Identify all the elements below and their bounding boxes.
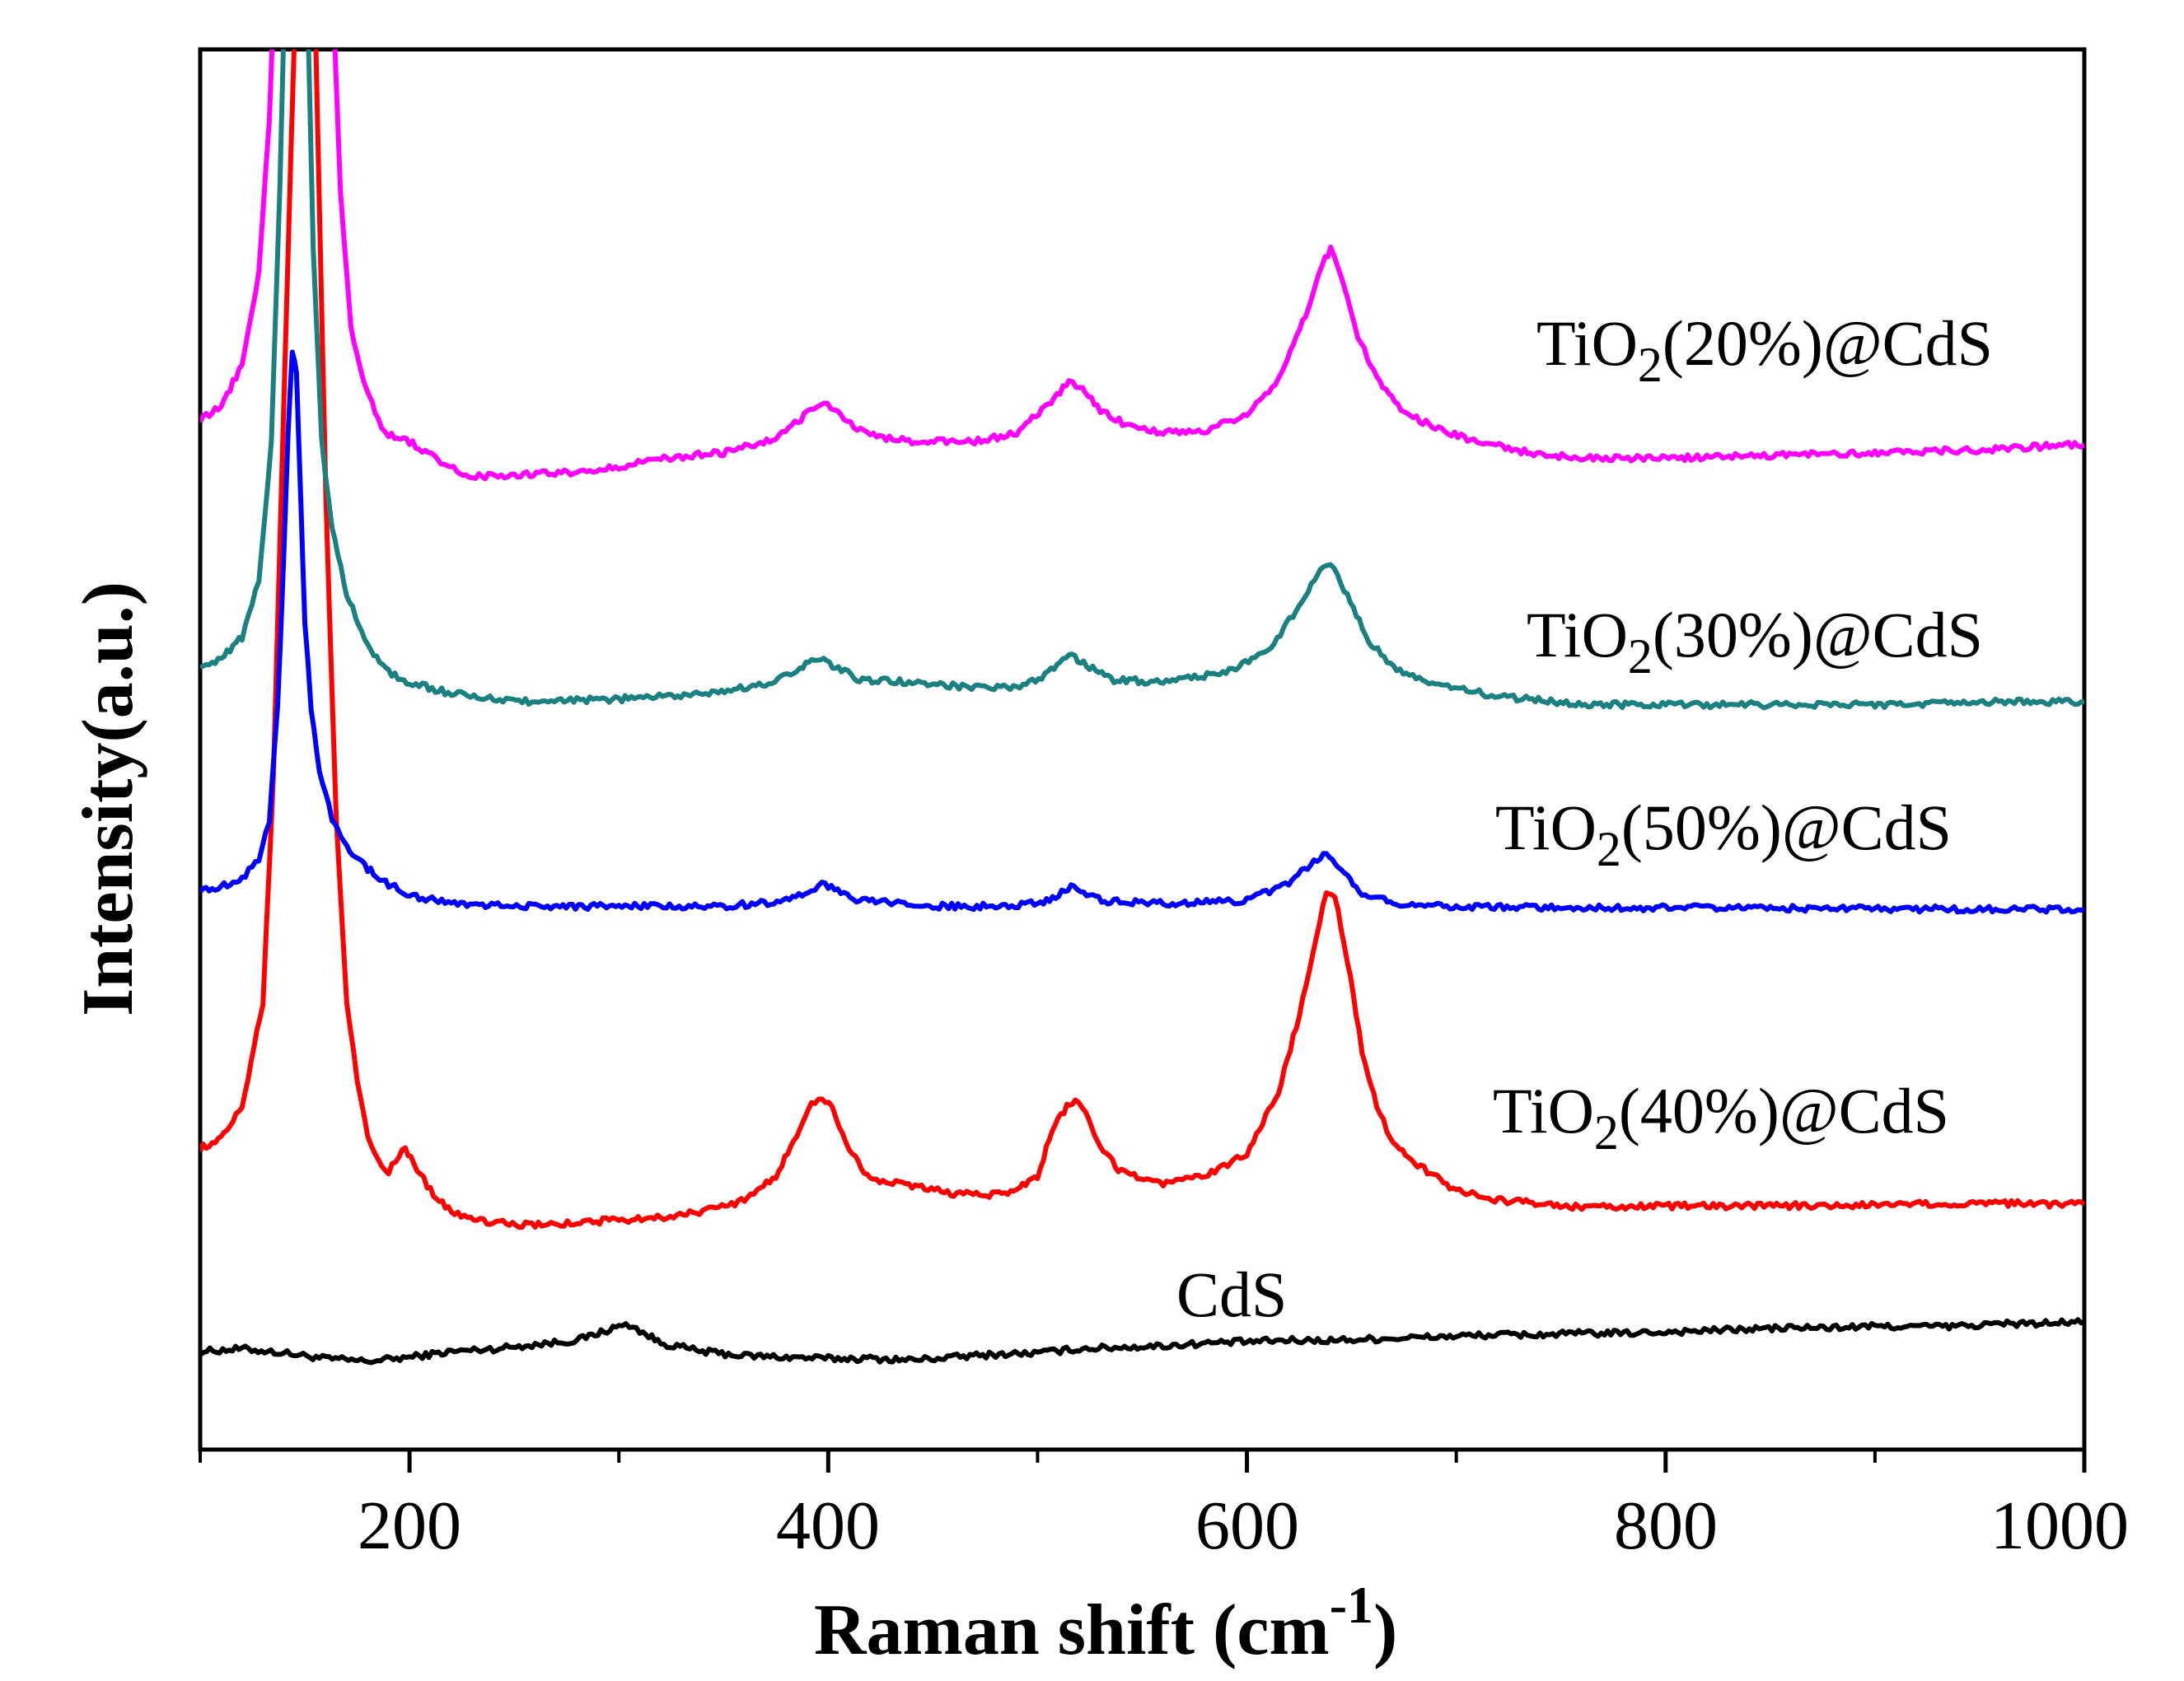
series-line-tio2-30-cds [200,49,2084,711]
series-label-tio2-50: TiO2(50%)@CdS [1495,791,1952,876]
series-label-tio2-20: TiO2(20%)@CdS [1536,307,1993,392]
x-tick-label: 200 [358,1487,461,1564]
x-tick-label: 800 [1614,1487,1718,1564]
series-layer [200,49,2084,1366]
series-label-tio2-40: TiO2(40%)@CdS [1493,1075,1949,1160]
series-line-tio2-50-cds [200,349,2084,915]
series-label-cds: CdS [1176,1258,1287,1330]
x-tick-label: 1000 [1990,1487,2129,1564]
x-axis-ticks [199,1450,2087,1473]
series-labels: TiO2(20%)@CdS TiO2(30%)@CdS TiO2(50%)@Cd… [1176,307,1993,1330]
x-axis-title: Raman shift (cm-1) [814,1576,1397,1670]
x-tick-labels: 200 400 600 800 1000 [358,1487,2129,1564]
x-tick-label: 400 [776,1487,880,1564]
series-line-tio2-40-cds [200,49,2084,1230]
series-line-tio2-20-cds [200,49,2084,482]
series-label-tio2-30: TiO2(30%)@CdS [1527,599,1983,684]
x-tick-label: 600 [1195,1487,1299,1564]
plot-frame [198,47,2087,1452]
series-line-cds [200,1317,2084,1366]
y-axis-title: Intensity(a.u.) [68,581,148,1016]
